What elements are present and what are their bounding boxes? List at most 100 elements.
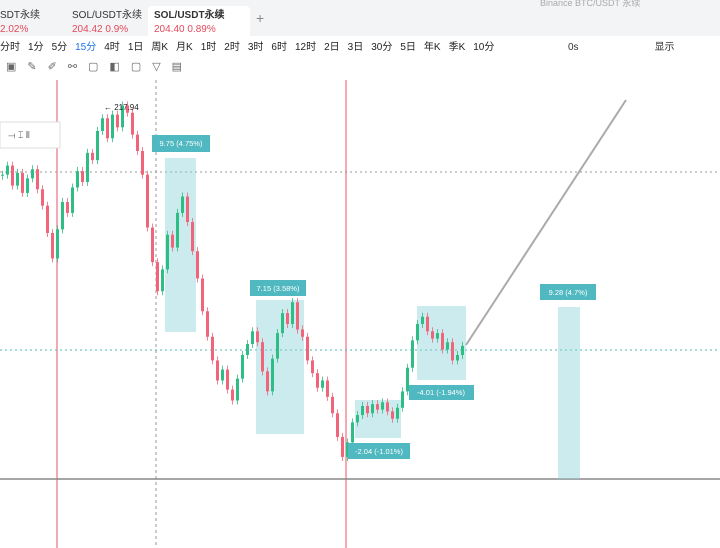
candle [421,316,424,325]
right-toolbar: 0s 显示 [568,38,675,53]
candle [11,165,14,186]
candle [131,112,134,135]
candle [46,205,49,233]
tab-change: 2.02% [0,24,29,35]
countdown[interactable]: 0s [568,42,579,53]
candle [456,354,459,361]
candle [221,369,224,381]
candle [246,344,249,355]
timeframe[interactable]: 1时 [200,42,217,53]
candle [41,189,44,206]
candle [436,333,439,339]
label-bg [250,280,306,296]
candle [146,174,149,228]
timeframe[interactable]: 12时 [294,42,317,53]
candle [6,165,9,175]
candle [126,105,129,113]
timeframe[interactable]: 1分 [28,42,44,53]
timeframe[interactable]: 季K [448,42,466,53]
timeframe[interactable]: 5日 [400,42,416,53]
draw-tools[interactable]: ▣✎✐⚯▢◧▢▽▤ [6,61,194,73]
timeframe[interactable]: 周K [151,42,169,53]
timeframe[interactable]: 4时 [104,42,120,53]
timeframe[interactable]: 3日 [347,42,364,53]
candle [256,331,259,343]
high-label: ← 217.94 [104,103,139,112]
candle [56,229,59,259]
candle [191,222,194,252]
timeframe[interactable]: 10分 [473,42,495,53]
candle [296,302,299,330]
candle [281,313,284,334]
candle [61,202,64,230]
timeframes: 分时 1分 5分 15分 4时 1日 周K 月K 1时 2时 3时 6时 12时 2日 3日 30分 5日 年K 季… [0,38,502,56]
timeframe[interactable]: 月K [176,42,193,53]
candle [311,360,314,374]
candle [151,227,154,263]
timeframe[interactable]: 30分 [371,42,393,53]
tab-change: 0.9% [105,24,129,35]
candle [176,212,179,248]
candle [136,134,139,152]
timeframe[interactable]: 3时 [247,42,264,53]
tab[interactable]: SDT永续 2.02% [0,6,48,36]
measure-box [165,158,196,332]
candle [91,152,94,161]
candle [186,196,189,223]
search[interactable]: Binance BTC/USDT 永续 [540,0,641,8]
timeframe[interactable]: 年K [423,42,441,53]
measure-label: -4.01 (-1.94%) [417,388,465,397]
tab[interactable]: SOL/USDT永续 204.42 0.9% [58,6,156,36]
measure-box [558,307,580,479]
candle [351,422,354,443]
display-button[interactable]: 显示 [654,42,675,53]
candle [196,251,199,279]
candle [321,380,324,388]
tab-name: SDT永续 [0,10,40,21]
label-bg [540,284,596,300]
candle [106,118,109,139]
tab[interactable]: SOL/USDT永续 204.40 0.89% [148,6,250,36]
candle [446,342,449,350]
candle [271,358,274,392]
candle [101,118,104,131]
candle [241,354,244,379]
candle [26,178,29,193]
timeframe[interactable]: 5分 [51,42,68,53]
candle [261,342,264,372]
timeframe[interactable]: 分时 [0,42,20,53]
timeframe[interactable]: 15分 [75,42,97,53]
candle [116,114,119,128]
candle [76,171,79,188]
candle [396,407,399,419]
candle [341,436,344,457]
candle [181,196,184,213]
candle [336,413,339,437]
candle [411,340,414,368]
candle [51,232,54,259]
candle [226,369,229,390]
timeframe[interactable]: 6时 [271,42,287,53]
candle [416,324,419,341]
timeframe[interactable]: 1日 [127,42,144,53]
measure-label: 7.15 (3.58%) [257,284,300,293]
candle [36,169,39,190]
measure-boxes [165,158,580,479]
tab-price: 204.42 [72,24,103,35]
candle [286,313,289,325]
timeframe[interactable]: 2时 [224,42,240,53]
tab-name: SOL/USDT永续 [72,10,143,21]
tab-change: 0.89% [187,24,216,35]
measure-label: 9.28 (4.7%) [549,288,588,297]
candle [236,378,239,401]
candle [326,380,329,397]
timeframe[interactable]: 2日 [324,42,340,53]
candle [381,402,384,410]
floating-toolbar[interactable] [0,121,61,149]
candle [1,174,4,176]
candle [356,415,359,423]
candle [426,316,429,332]
candle [231,389,234,401]
add-tab[interactable]: + [256,10,265,26]
